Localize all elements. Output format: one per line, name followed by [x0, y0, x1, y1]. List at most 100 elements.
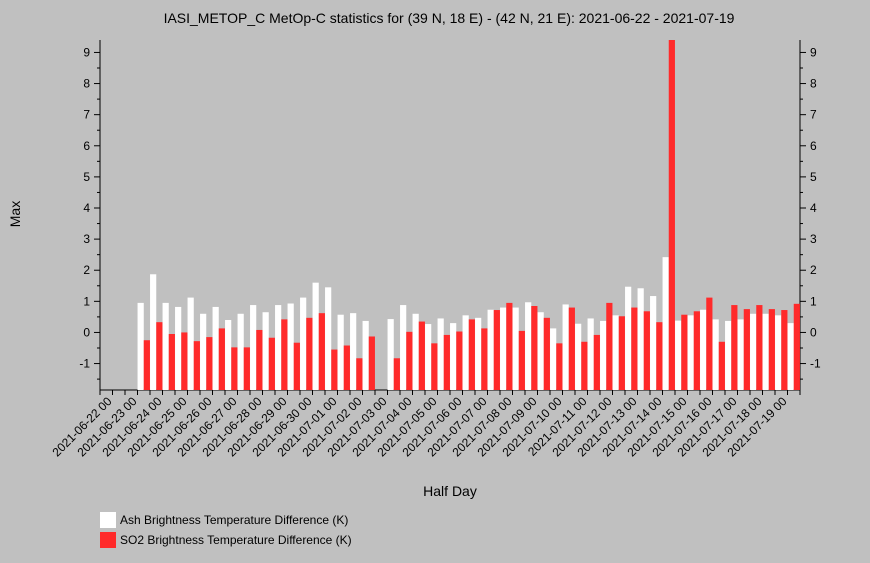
so2-bar	[393, 358, 400, 390]
ash-bar	[512, 307, 519, 390]
so2-bar	[343, 345, 350, 390]
so2-bar	[643, 311, 650, 390]
ash-bar	[787, 323, 794, 390]
ash-bar	[137, 302, 144, 390]
ash-bar	[450, 323, 457, 390]
y-axis-label: Max	[7, 201, 23, 227]
y-tick-label-left: -1	[79, 357, 90, 371]
so2-bar	[206, 337, 213, 390]
legend-label-ash: Ash Brightness Temperature Difference (K…	[120, 513, 348, 527]
so2-bar	[781, 310, 788, 390]
so2-bar	[256, 329, 263, 390]
so2-bar	[631, 307, 638, 390]
ash-bar	[400, 305, 407, 390]
y-tick-label-right: 9	[810, 45, 817, 59]
ash-bar	[700, 309, 707, 390]
ash-bar	[650, 296, 657, 390]
ash-bar	[775, 315, 782, 390]
so2-bar	[531, 306, 538, 390]
ash-bar	[737, 319, 744, 390]
y-tick-label-right: 3	[810, 232, 817, 246]
ash-bar	[562, 304, 569, 390]
ash-bar	[612, 315, 619, 390]
ash-bar	[150, 274, 157, 390]
so2-bar	[731, 305, 738, 390]
ash-bar	[475, 317, 482, 390]
y-tick-label-right: 2	[810, 263, 817, 277]
ash-bar	[762, 313, 769, 390]
so2-bar	[518, 330, 525, 390]
ash-bar	[675, 320, 682, 390]
so2-bar	[668, 40, 675, 390]
so2-bar	[656, 322, 663, 390]
chart-title: IASI_METOP_C MetOp-C statistics for (39 …	[164, 10, 735, 26]
ash-bar	[325, 287, 332, 390]
y-tick-label-left: 1	[83, 294, 90, 308]
so2-bar	[468, 319, 475, 390]
so2-bar	[543, 317, 550, 390]
so2-bar	[368, 336, 375, 390]
so2-bar	[218, 328, 225, 390]
ash-bar	[362, 320, 369, 390]
so2-bar	[456, 331, 463, 390]
ash-bar	[637, 288, 644, 390]
ash-bar	[537, 312, 544, 390]
y-tick-label-right: 7	[810, 108, 817, 122]
y-tick-label-left: 4	[83, 201, 90, 215]
ash-bar	[387, 319, 394, 390]
so2-bar	[556, 343, 563, 390]
ash-bar	[175, 306, 182, 390]
so2-bar	[568, 307, 575, 390]
ash-bar	[187, 297, 194, 390]
so2-bar	[281, 319, 288, 390]
ash-bar	[662, 257, 669, 390]
ash-bar	[237, 313, 244, 390]
ash-bar	[525, 302, 532, 390]
ash-bar	[312, 282, 319, 390]
y-tick-label-right: 6	[810, 139, 817, 153]
so2-bar	[406, 331, 413, 390]
so2-bar	[718, 341, 725, 390]
ash-bar	[262, 312, 269, 390]
y-tick-label-right: 4	[810, 201, 817, 215]
y-tick-label-left: 9	[83, 45, 90, 59]
y-tick-label-right: 0	[810, 325, 817, 339]
so2-bar	[331, 349, 338, 390]
ash-bar	[350, 313, 357, 390]
ash-bar	[500, 307, 507, 390]
so2-bar	[481, 328, 488, 390]
ash-bar	[287, 303, 294, 390]
legend-label-so2: SO2 Brightness Temperature Difference (K…	[120, 533, 352, 547]
so2-bar	[318, 313, 325, 390]
y-tick-label-left: 6	[83, 139, 90, 153]
y-tick-label-right: 5	[810, 170, 817, 184]
so2-bar	[606, 302, 613, 390]
so2-bar	[706, 297, 713, 390]
so2-bar	[756, 305, 763, 390]
ash-bar	[712, 319, 719, 390]
ash-bar	[437, 318, 444, 390]
ash-bar	[425, 324, 432, 390]
ash-bar	[487, 309, 494, 390]
so2-bar	[156, 322, 163, 390]
so2-bar	[506, 302, 513, 390]
y-tick-label-left: 3	[83, 232, 90, 246]
y-tick-label-left: 5	[83, 170, 90, 184]
ash-bar	[550, 328, 557, 390]
so2-bar	[293, 342, 300, 390]
legend-swatch-so2	[100, 532, 116, 548]
ash-bar	[625, 286, 632, 390]
so2-bar	[306, 317, 313, 390]
y-tick-label-right: 1	[810, 294, 817, 308]
ash-bar	[300, 297, 307, 390]
so2-bar	[768, 309, 775, 390]
so2-bar	[693, 311, 700, 390]
so2-bar	[168, 334, 175, 390]
so2-bar	[493, 310, 500, 390]
so2-bar	[581, 341, 588, 390]
y-tick-label-right: 8	[810, 77, 817, 91]
ash-bar	[412, 313, 419, 390]
so2-bar	[181, 332, 188, 390]
